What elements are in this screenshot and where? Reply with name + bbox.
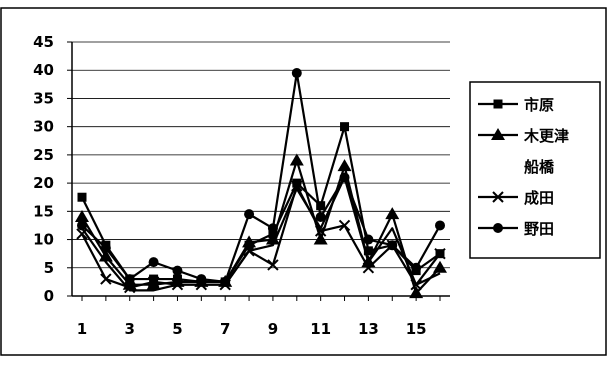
- series-line: [81, 71, 441, 283]
- data-point: [267, 259, 279, 271]
- data-point: [196, 274, 207, 285]
- data-point: [265, 232, 280, 245]
- x-marker-stroke: [362, 262, 375, 274]
- x-tick-label: 5: [172, 320, 182, 338]
- data-point: [291, 180, 303, 192]
- data-point: [172, 265, 183, 276]
- data-point: [124, 274, 135, 285]
- data-point: [75, 209, 89, 222]
- data-point: [363, 234, 374, 245]
- y-tick-label: 40: [33, 61, 54, 79]
- x-marker-stroke: [338, 219, 351, 232]
- data-point: [77, 220, 87, 231]
- x-marker-stroke: [76, 228, 88, 240]
- series-line: [81, 184, 441, 289]
- x-marker-stroke: [434, 247, 446, 260]
- data-point: [267, 223, 278, 234]
- data-point: [340, 122, 350, 132]
- data-point: [100, 273, 112, 285]
- data-point: [363, 246, 373, 256]
- data-point: [315, 211, 326, 222]
- series-line: [81, 176, 441, 292]
- y-tick-label: 10: [33, 231, 54, 249]
- y-tick-label: 35: [33, 89, 54, 107]
- series-3: [76, 180, 446, 294]
- x-tick-label: 1: [77, 320, 87, 338]
- legend-label: 市原: [524, 96, 554, 114]
- gridlines: [72, 41, 450, 269]
- x-tick-labels: 1 3 5 7 9 11 13 15: [77, 320, 427, 338]
- series-2: [81, 176, 441, 292]
- y-tick-label: 0: [44, 287, 54, 305]
- data-point: [385, 207, 400, 220]
- x-tick-label: 9: [268, 320, 278, 338]
- data-point: [362, 262, 375, 274]
- x-tick-label: 11: [310, 320, 331, 338]
- legend-label: 木更津: [523, 127, 569, 145]
- data-point: [220, 276, 231, 287]
- x-marker-stroke: [314, 225, 327, 237]
- data-point: [76, 228, 88, 240]
- x-marker-stroke: [124, 281, 136, 294]
- y-tick-label: 30: [33, 118, 54, 136]
- x-tick-label: 15: [406, 320, 427, 338]
- legend-marker: [493, 99, 503, 109]
- data-point: [100, 243, 111, 254]
- data-point: [244, 209, 255, 220]
- x-marker-stroke: [147, 276, 160, 288]
- x-marker-stroke: [291, 180, 303, 192]
- data-point: [124, 281, 136, 294]
- y-tick-label: 15: [33, 202, 54, 220]
- series-group: [75, 68, 447, 299]
- x-marker-stroke: [492, 191, 504, 203]
- data-point: [316, 201, 326, 211]
- x-tick-label: 13: [358, 320, 379, 338]
- data-point: [314, 225, 327, 237]
- x-tick-label: 3: [125, 320, 135, 338]
- x-tick-label: 7: [220, 320, 230, 338]
- series-4: [77, 68, 445, 287]
- x-marker-stroke: [100, 273, 112, 285]
- data-point: [77, 192, 87, 202]
- y-tick-label: 25: [33, 146, 54, 164]
- y-tick-label: 20: [33, 174, 54, 192]
- data-point: [435, 220, 445, 231]
- y-tick-labels: 0 5 10 15 20 25 30 35 40 45: [33, 33, 54, 305]
- series-line: [81, 125, 441, 283]
- y-tick-label: 5: [44, 259, 54, 277]
- data-point: [292, 178, 302, 188]
- data-point: [242, 235, 257, 248]
- data-point: [409, 286, 424, 299]
- legend-marker: [493, 223, 503, 233]
- data-point: [291, 68, 302, 79]
- x-marker-stroke: [171, 279, 184, 291]
- data-point: [148, 257, 159, 268]
- x-marker-stroke: [243, 245, 255, 257]
- data-point: [338, 219, 351, 232]
- data-point: [339, 172, 350, 183]
- data-point: [410, 279, 422, 291]
- legend-label: 成田: [524, 189, 554, 207]
- data-point: [313, 232, 328, 245]
- y-tick-label: 45: [33, 33, 54, 51]
- data-point: [147, 276, 160, 288]
- data-point: [434, 247, 446, 260]
- legend-label: 船橋: [524, 158, 555, 176]
- legend-marker: [491, 128, 505, 140]
- axes: [67, 41, 450, 301]
- data-point: [171, 279, 184, 291]
- data-point: [243, 245, 255, 257]
- legend-label: 野田: [524, 220, 554, 238]
- x-marker-stroke: [410, 279, 422, 291]
- x-marker-stroke: [267, 259, 279, 271]
- legend-marker: [492, 191, 504, 203]
- data-point: [411, 262, 422, 273]
- data-point: [387, 240, 398, 251]
- data-point: [289, 153, 304, 166]
- data-point: [337, 159, 352, 172]
- data-point: [433, 260, 447, 273]
